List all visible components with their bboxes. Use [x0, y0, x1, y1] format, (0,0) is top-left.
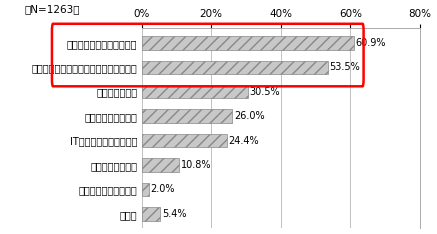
Bar [142, 134, 226, 147]
Text: 2.0%: 2.0% [150, 184, 175, 194]
Text: 10.8%: 10.8% [181, 160, 212, 170]
Text: （N=1263）: （N=1263） [25, 4, 80, 14]
Bar [142, 207, 160, 220]
Text: 24.4%: 24.4% [228, 135, 259, 146]
Text: 5.4%: 5.4% [162, 209, 187, 219]
Bar [142, 85, 248, 98]
Bar [142, 36, 354, 50]
Bar [142, 109, 232, 123]
Text: 60.9%: 60.9% [355, 38, 386, 48]
Text: 53.5%: 53.5% [329, 62, 360, 72]
Bar [142, 183, 149, 196]
Text: 30.5%: 30.5% [250, 87, 280, 97]
Bar [142, 158, 179, 172]
Text: 26.0%: 26.0% [234, 111, 264, 121]
Bar [142, 61, 328, 74]
